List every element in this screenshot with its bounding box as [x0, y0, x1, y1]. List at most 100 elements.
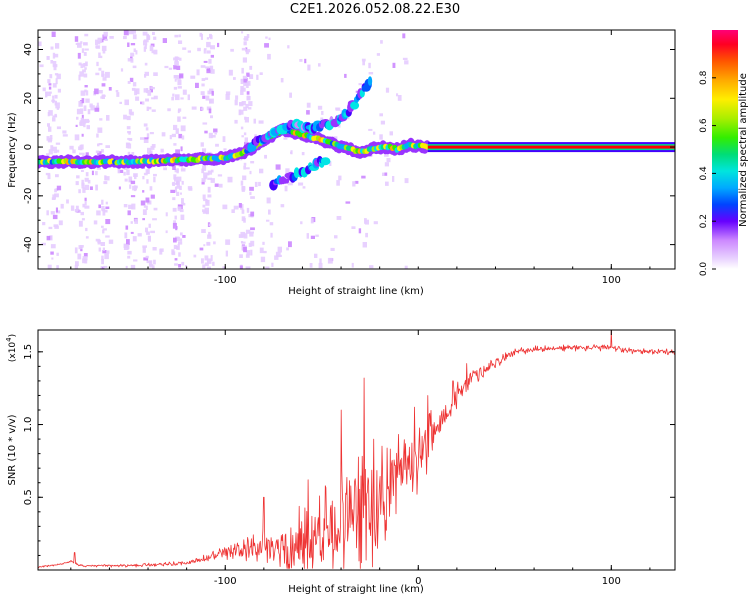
spectrogram-noise-cell — [174, 94, 180, 101]
spectrogram-noise-cell — [404, 60, 409, 65]
spectrogram-noise-cell — [55, 149, 60, 153]
spectrogram-noise-cell — [334, 235, 338, 239]
spectrogram-noise-cell — [82, 63, 86, 68]
spectrogram-noise-cell — [266, 219, 270, 222]
spectrogram-noise-cell — [99, 118, 103, 121]
spectrogram-noise-cell — [48, 110, 53, 116]
spectrogram-noise-cell — [53, 53, 59, 58]
spectrogram-noise-cell — [210, 69, 215, 74]
spectrogram-noise-cell — [49, 235, 53, 241]
spectrogram-noise-cell — [83, 253, 88, 258]
spectrogram-noise-cell — [384, 172, 388, 176]
spectrogram-noise-cell — [128, 30, 134, 35]
spectrogram-noise-cell — [100, 149, 104, 153]
spectrogram-noise-cell — [256, 74, 259, 80]
spectrogram-noise-cell — [190, 75, 196, 79]
spectrogram-noise-cell — [101, 255, 104, 261]
spectrogram-noise-cell — [56, 252, 59, 256]
spectrogram-noise-cell — [74, 247, 78, 254]
spectrogram-noise-cell — [319, 258, 322, 264]
spectrogram-noise-cell — [133, 259, 138, 262]
spectrogram-noise-cell — [175, 128, 179, 134]
spectrogram-noise-cell — [351, 226, 356, 229]
spectrogram-noise-cell — [210, 169, 214, 173]
spectrogram-noise-cell — [97, 41, 101, 45]
spectrogram-noise-cell — [78, 62, 82, 66]
spectrogram-noise-cell — [81, 48, 85, 53]
spectrogram-noise-cell — [145, 255, 149, 259]
spectrogram-noise-cell — [95, 72, 100, 76]
spectrogram-branch-cell — [367, 76, 373, 86]
colorbar-tick-label: 0.4 — [699, 166, 709, 181]
spectrogram-noise-cell — [172, 222, 177, 229]
spectrogram-noise-cell — [260, 256, 266, 263]
spectrogram-noise-cell — [176, 181, 180, 188]
spectrogram-noise-cell — [241, 209, 245, 214]
spectrogram-noise-cell — [108, 87, 112, 91]
spectrogram-noise-cell — [241, 101, 246, 106]
spectrogram-noise-cell — [115, 90, 119, 93]
spectrogram-noise-cell — [76, 175, 80, 179]
spectrogram-noise-cell — [96, 45, 101, 49]
spectrogram-noise-cell — [81, 98, 85, 104]
spectrogram-noise-cell — [193, 254, 197, 258]
spectrogram-noise-cell — [171, 96, 174, 101]
spectrogram-noise-cell — [214, 183, 219, 187]
spectrogram-noise-cell — [80, 90, 86, 96]
spectrogram-noise-cell — [327, 257, 333, 264]
spectrogram-noise-cell — [250, 161, 255, 164]
spectrogram-noise-cell — [230, 48, 234, 52]
spectrogram-noise-cell — [300, 221, 303, 225]
spectrogram-noise-cell — [201, 78, 206, 81]
spectrogram-noise-cell — [48, 86, 52, 90]
spectrogram-noise-cell — [208, 132, 213, 139]
spectrogram-noise-cell — [202, 122, 208, 125]
spectrogram-noise-cell — [304, 58, 307, 64]
spectrogram-noise-cell — [306, 102, 311, 108]
spectrogram-noise-cell — [245, 103, 249, 108]
spectrogram-noise-cell — [102, 229, 105, 234]
spectrogram-noise-cell — [85, 61, 88, 67]
spectrogram-noise-cell — [214, 131, 217, 135]
spectrogram-noise-cell — [144, 137, 149, 140]
spectrogram-noise-cell — [152, 31, 155, 35]
spectrogram-noise-cell — [79, 71, 84, 77]
spectrogram-noise-cell — [78, 101, 83, 107]
spectrogram-x-tick-label: -100 — [214, 275, 237, 286]
spectrogram-noise-cell — [173, 143, 177, 146]
spectrogram-noise-cell — [199, 247, 204, 251]
spectrogram-noise-cell — [153, 49, 158, 55]
spectrogram-noise-cell — [105, 235, 110, 238]
spectrogram-noise-cell — [128, 176, 133, 183]
spectrogram-noise-cell — [338, 175, 342, 181]
spectrogram-noise-cell — [127, 210, 131, 216]
spectrogram-noise-cell — [245, 51, 249, 55]
spectrogram-noise-cell — [142, 176, 145, 180]
spectrogram-noise-cell — [47, 139, 52, 143]
spectrogram-noise-cell — [185, 265, 188, 268]
spectrogram-noise-cell — [117, 167, 121, 174]
spectrogram-noise-cell — [368, 128, 373, 131]
spectrogram-noise-cell — [149, 45, 154, 52]
spectrogram-noise-cell — [233, 77, 236, 80]
spectrogram-noise-cell — [150, 145, 155, 150]
spectrogram-noise-cell — [373, 131, 376, 135]
spectrogram-noise-cell — [128, 204, 133, 209]
spectrogram-noise-cell — [102, 247, 105, 251]
spectrogram-noise-cell — [379, 113, 383, 117]
spectrogram-noise-cell — [207, 194, 212, 198]
spectrogram-noise-cell — [275, 164, 281, 170]
spectrogram-noise-cell — [48, 83, 52, 86]
spectrogram-frame — [37, 29, 676, 270]
spectrogram-noise-cell — [135, 96, 140, 101]
spectrogram-noise-cell — [55, 102, 60, 109]
spectrogram-noise-cell — [45, 172, 51, 176]
spectrogram-noise-cell — [123, 30, 129, 36]
spectrogram-noise-cell — [201, 83, 205, 87]
spectrogram-noise-cell — [298, 182, 304, 186]
spectrogram-noise-cell — [97, 239, 101, 245]
spectrogram-noise-cell — [181, 261, 185, 266]
spectrogram-noise-cell — [249, 231, 254, 237]
spectrogram-noise-cell — [172, 164, 176, 170]
spectrogram-noise-cell — [159, 248, 164, 252]
